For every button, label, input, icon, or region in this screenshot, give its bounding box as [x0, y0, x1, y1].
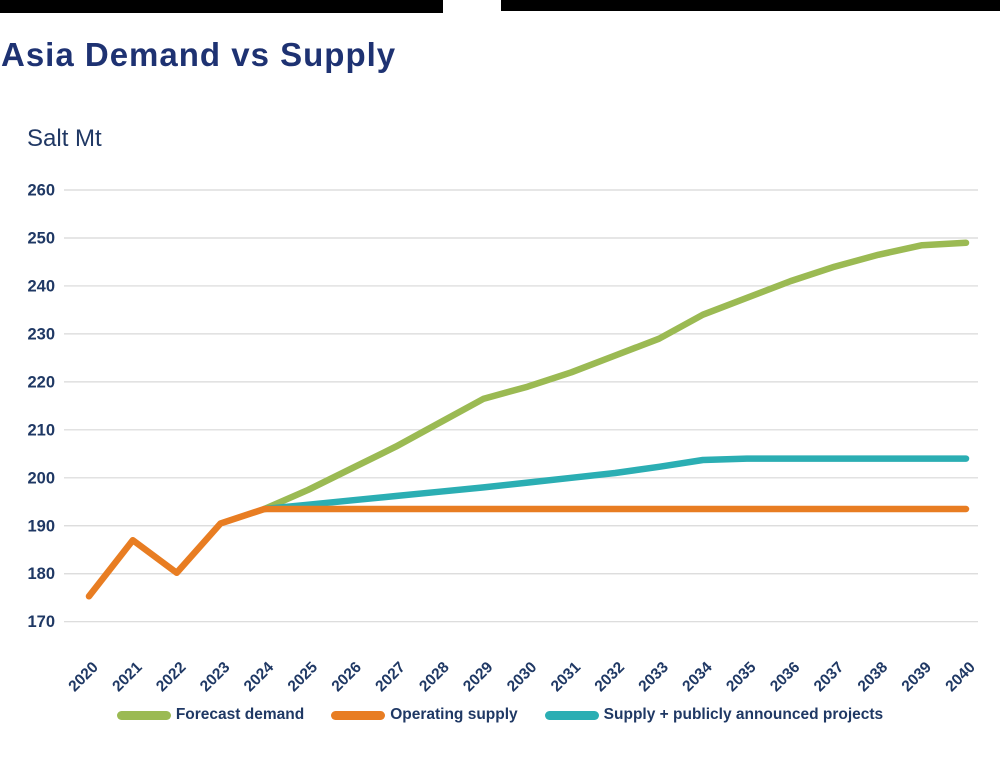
y-tick-label-210: 210 [27, 421, 55, 439]
x-tick-label-2029: 2029 [460, 659, 497, 696]
legend-swatch-icon [544, 710, 599, 720]
x-tick-label-2026: 2026 [329, 659, 366, 696]
series-line-supply-publicly-announced-projects [261, 455, 970, 513]
legend-swatch-icon [116, 710, 171, 720]
y-tick-label-230: 230 [27, 325, 55, 343]
chart-title: Asia Demand vs Supply [1, 36, 397, 73]
x-tick-label-2023: 2023 [197, 659, 234, 696]
x-tick-label-2040: 2040 [942, 659, 978, 695]
x-tick-label-2024: 2024 [241, 659, 278, 696]
x-tick-label-2022: 2022 [153, 659, 189, 695]
x-tick-label-2033: 2033 [635, 659, 672, 696]
y-tick-label-200: 200 [27, 469, 55, 487]
y-tick-label-260: 260 [27, 182, 55, 200]
y-tick-label-170: 170 [27, 613, 55, 631]
x-tick-label-2035: 2035 [723, 659, 760, 696]
x-tick-label-2020: 2020 [65, 659, 101, 695]
x-tick-label-2021: 2021 [109, 659, 146, 696]
y-axis-unit-label: Salt Mt [27, 125, 102, 152]
legend-swatch-icon [331, 710, 386, 720]
legend-label: Supply + publicly announced projects [603, 706, 884, 723]
y-tick-label-220: 220 [27, 373, 55, 391]
top-bar-left-segment [0, 0, 443, 13]
y-tick-label-190: 190 [27, 517, 55, 535]
legend-item-0: Forecast demand [116, 706, 305, 724]
y-tick-label-180: 180 [27, 565, 55, 583]
x-tick-label-2028: 2028 [416, 659, 453, 696]
legend-item-2: Supply + publicly announced projects [544, 706, 884, 724]
x-tick-label-2025: 2025 [285, 659, 322, 696]
legend-item-1: Operating supply [331, 706, 518, 724]
x-tick-label-2034: 2034 [679, 659, 716, 696]
y-tick-label-240: 240 [27, 277, 55, 295]
x-tick-label-2030: 2030 [504, 659, 540, 695]
x-tick-label-2038: 2038 [855, 659, 892, 696]
x-tick-label-2039: 2039 [899, 659, 936, 696]
top-bar-right-segment [501, 0, 1000, 11]
legend-label: Operating supply [390, 706, 518, 723]
x-tick-label-2031: 2031 [548, 659, 585, 696]
x-tick-label-2037: 2037 [811, 659, 847, 695]
series-line-operating-supply [85, 505, 970, 600]
y-tick-label-250: 250 [27, 229, 55, 247]
series-line-forecast-demand [261, 239, 970, 513]
x-tick-label-2032: 2032 [592, 659, 628, 695]
x-tick-label-2027: 2027 [372, 659, 408, 695]
chart-legend: Forecast demand Operating supply Supply + … [0, 706, 1000, 724]
legend-label: Forecast demand [175, 706, 305, 723]
x-tick-label-2036: 2036 [767, 659, 804, 696]
